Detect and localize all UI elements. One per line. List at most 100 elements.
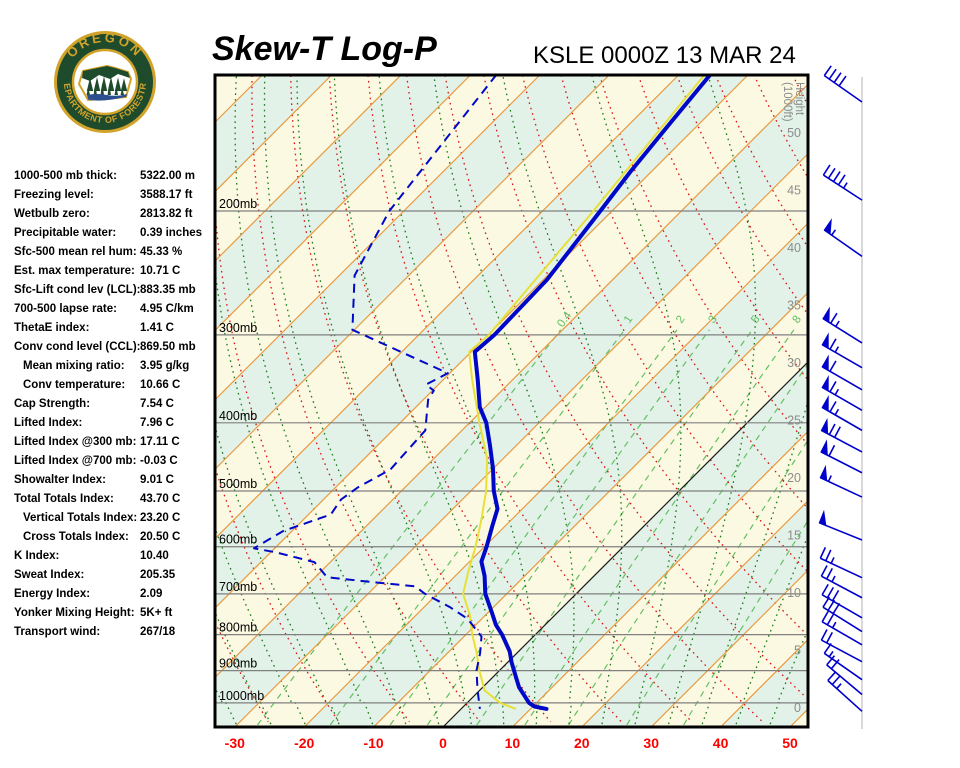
wind-barb bbox=[822, 596, 863, 633]
index-label: 700-500 lapse rate: bbox=[14, 303, 117, 315]
index-value: 45.33 % bbox=[140, 246, 183, 258]
index-row: K Index: 10.40 bbox=[14, 547, 210, 566]
index-label: Sweat Index: bbox=[14, 569, 85, 581]
indices-panel: 1000-500 mb thick: 5322.00 m Freezing leve… bbox=[14, 167, 210, 642]
pressure-label: 300mb bbox=[219, 321, 257, 335]
wind-barb bbox=[819, 464, 863, 498]
index-label: Cross Totals Index: bbox=[23, 531, 129, 543]
wetbulb-trace bbox=[462, 75, 706, 710]
index-row: Sfc-Lift cond lev (LCL): 883.35 mb bbox=[14, 281, 210, 300]
index-row: Vertical Totals Index: 23.20 C bbox=[14, 509, 210, 528]
index-value: 869.50 mb bbox=[140, 341, 196, 353]
wind-barb bbox=[821, 611, 863, 646]
pressure-label: 800mb bbox=[219, 621, 257, 635]
wind-barb bbox=[818, 509, 863, 541]
temp-tick-label: -20 bbox=[294, 735, 314, 751]
wind-barb bbox=[822, 306, 863, 344]
station-datetime: KSLE 0000Z 13 MAR 24 bbox=[533, 42, 796, 69]
wind-barb bbox=[821, 332, 863, 369]
pressure-label: 500mb bbox=[219, 477, 257, 491]
dewpoint-trace bbox=[253, 75, 498, 710]
odf-logo-seal-icon: OREGONDEPARTMENT OF FORESTRY bbox=[49, 21, 156, 133]
height-tick-label: 35 bbox=[787, 299, 801, 313]
index-row: Conv cond level (CCL): 869.50 mb bbox=[14, 338, 210, 357]
index-value: 7.54 C bbox=[140, 398, 174, 410]
index-label: Vertical Totals Index: bbox=[23, 512, 138, 524]
wind-barb bbox=[821, 375, 863, 412]
odf-logo: OREGONDEPARTMENT OF FORESTRY bbox=[49, 21, 158, 135]
height-tick-label: 50 bbox=[787, 126, 801, 140]
index-row: Cap Strength: 7.54 C bbox=[14, 395, 210, 414]
index-row: 700-500 lapse rate: 4.95 C/km bbox=[14, 300, 210, 319]
temp-tick-label: 10 bbox=[505, 735, 521, 751]
index-label: Conv cond level (CCL): bbox=[14, 341, 141, 353]
index-label: Est. max temperature: bbox=[14, 265, 135, 277]
index-row: Lifted Index @700 mb: -0.03 C bbox=[14, 452, 210, 471]
index-value: 5322.00 m bbox=[140, 170, 195, 182]
index-value: 9.01 C bbox=[140, 474, 174, 486]
index-row: Transport wind: 267/18 bbox=[14, 623, 210, 642]
index-label: Showalter Index: bbox=[14, 474, 107, 486]
wind-barb bbox=[820, 417, 863, 453]
wind-barb bbox=[820, 439, 863, 474]
chart-plot-area: 0.4 1 2 3 5 8 bbox=[215, 75, 808, 727]
wind-barb bbox=[823, 643, 863, 681]
index-row: Sweat Index: 205.35 bbox=[14, 566, 210, 585]
height-tick-label: 25 bbox=[787, 414, 801, 428]
index-label: Yonker Mixing Height: bbox=[14, 607, 135, 619]
index-value: 267/18 bbox=[140, 626, 176, 638]
pressure-label: 1000mb bbox=[219, 689, 264, 703]
temp-tick-label: -30 bbox=[225, 735, 245, 751]
temp-tick-label: 0 bbox=[439, 735, 447, 751]
wind-barb bbox=[822, 164, 863, 201]
index-row: Mean mixing ratio: 3.95 g/kg bbox=[14, 357, 210, 376]
index-value: 5K+ ft bbox=[140, 607, 173, 619]
index-value: 4.95 C/km bbox=[140, 303, 194, 315]
temp-tick-label: 50 bbox=[782, 735, 798, 751]
height-tick-label: 30 bbox=[787, 356, 801, 370]
index-value: 43.70 C bbox=[140, 493, 181, 505]
index-label: ThetaE index: bbox=[14, 322, 90, 334]
wind-barb bbox=[826, 655, 863, 696]
height-tick-label: 10 bbox=[787, 586, 801, 600]
wind-barb bbox=[821, 354, 863, 391]
index-row: Total Totals Index: 43.70 C bbox=[14, 490, 210, 509]
index-label: Lifted Index @700 mb: bbox=[14, 455, 137, 467]
index-value: 10.66 C bbox=[140, 379, 181, 391]
index-row: Est. max temperature: 10.71 C bbox=[14, 262, 210, 281]
index-label: Precipitable water: bbox=[14, 227, 117, 239]
index-row: Sfc-500 mean rel hum: 45.33 % bbox=[14, 243, 210, 262]
wind-barb bbox=[823, 218, 863, 258]
index-row: Precipitable water: 0.39 inches bbox=[14, 224, 210, 243]
index-value: 1.41 C bbox=[140, 322, 174, 334]
index-row: Energy Index: 2.09 bbox=[14, 585, 210, 604]
index-row: 1000-500 mb thick: 5322.00 m bbox=[14, 167, 210, 186]
pressure-label: 900mb bbox=[219, 657, 257, 671]
temperature-trace bbox=[472, 75, 713, 711]
index-value: -0.03 C bbox=[140, 455, 178, 467]
index-label: Lifted Index: bbox=[14, 417, 83, 429]
chart-border bbox=[213, 73, 810, 729]
index-label: Transport wind: bbox=[14, 626, 101, 638]
index-label: Freezing level: bbox=[14, 189, 94, 201]
index-label: Sfc-Lift cond lev (LCL): bbox=[14, 284, 141, 296]
index-value: 2813.82 ft bbox=[140, 208, 193, 220]
index-value: 883.35 mb bbox=[140, 284, 196, 296]
index-label: Wetbulb zero: bbox=[14, 208, 90, 220]
index-row: Lifted Index @300 mb: 17.11 C bbox=[14, 433, 210, 452]
index-label: Lifted Index @300 mb: bbox=[14, 436, 137, 448]
index-label: Conv temperature: bbox=[23, 379, 126, 391]
height-tick-label: 40 bbox=[787, 241, 801, 255]
pressure-label: 200mb bbox=[219, 197, 257, 211]
index-row: Wetbulb zero: 2813.82 ft bbox=[14, 205, 210, 224]
height-tick-label: 15 bbox=[787, 529, 801, 543]
index-label: Energy Index: bbox=[14, 588, 91, 600]
wind-barb bbox=[823, 65, 863, 103]
index-value: 7.96 C bbox=[140, 417, 174, 429]
temp-tick-label: 40 bbox=[713, 735, 729, 751]
height-tick-label: 5 bbox=[794, 644, 801, 658]
index-label: Cap Strength: bbox=[14, 398, 91, 410]
index-value: 10.71 C bbox=[140, 265, 181, 277]
